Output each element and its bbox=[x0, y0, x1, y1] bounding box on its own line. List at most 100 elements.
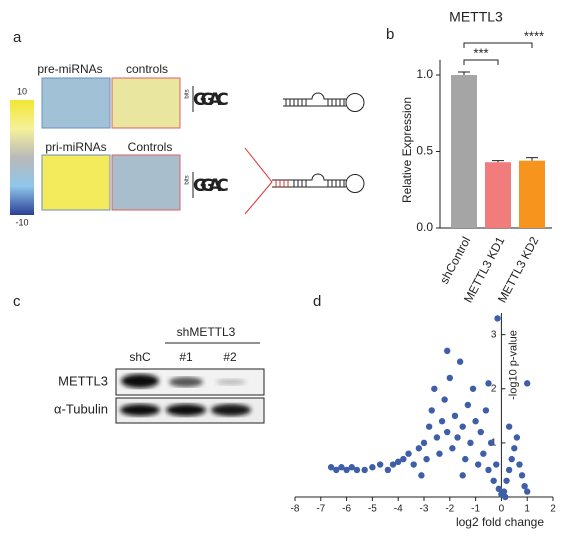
point bbox=[500, 488, 508, 495]
x-tick-label: 0 bbox=[499, 504, 505, 515]
logo-letter: A bbox=[208, 176, 222, 196]
significance-label: *** bbox=[473, 45, 488, 60]
error-bar bbox=[458, 71, 470, 75]
significance-bracket bbox=[463, 42, 533, 48]
point bbox=[524, 488, 531, 495]
logo-letter: A bbox=[208, 90, 222, 110]
point bbox=[490, 477, 497, 484]
point bbox=[459, 423, 466, 430]
x-axis-label: log2 fold change bbox=[456, 515, 544, 529]
point bbox=[423, 455, 430, 463]
x-tick-label: -7 bbox=[316, 504, 325, 515]
point bbox=[327, 464, 335, 471]
y-tick-label: 3 bbox=[491, 329, 497, 340]
heatmap-cell bbox=[111, 154, 181, 211]
lane-label: #1 bbox=[179, 350, 193, 364]
logo-axis-label: bits bbox=[185, 89, 191, 98]
point bbox=[464, 401, 472, 409]
y-axis-label: Relative Expression bbox=[400, 97, 414, 203]
y-tick-label: 1.0 bbox=[416, 67, 433, 81]
point bbox=[469, 385, 477, 392]
heatmap-cell bbox=[41, 77, 111, 129]
point bbox=[405, 450, 412, 457]
bar bbox=[519, 160, 545, 228]
point bbox=[343, 466, 350, 474]
point bbox=[456, 358, 464, 365]
point bbox=[348, 464, 355, 471]
point bbox=[410, 461, 417, 468]
point bbox=[505, 423, 513, 430]
point bbox=[384, 466, 392, 474]
point bbox=[420, 439, 428, 447]
point bbox=[459, 472, 466, 479]
point bbox=[361, 466, 368, 474]
group-label: shMETTL3 bbox=[177, 325, 236, 339]
chart-title: METTL3 bbox=[449, 9, 503, 25]
logo-letter: G bbox=[201, 176, 215, 196]
point bbox=[441, 396, 448, 403]
y-axis-label: -log10 p-value bbox=[507, 330, 519, 400]
point bbox=[480, 450, 487, 457]
point bbox=[436, 450, 443, 457]
point bbox=[521, 482, 528, 490]
point bbox=[454, 434, 461, 441]
point bbox=[518, 472, 526, 479]
point bbox=[395, 458, 402, 466]
point bbox=[472, 418, 479, 425]
point bbox=[415, 445, 423, 452]
lane-label: #2 bbox=[223, 350, 237, 364]
heatmap-label: pre-miRNAs bbox=[37, 62, 102, 76]
logo-letter: G bbox=[193, 90, 207, 110]
point bbox=[353, 466, 361, 474]
point bbox=[446, 374, 453, 382]
x-tick-label: -1 bbox=[471, 504, 480, 515]
error-bar bbox=[526, 157, 538, 161]
panel-label: d bbox=[313, 293, 321, 310]
point bbox=[482, 407, 490, 414]
colorbar-tick-label: 10 bbox=[17, 86, 27, 96]
point bbox=[433, 434, 441, 441]
hairpin bbox=[244, 147, 365, 215]
x-tick-label: -3 bbox=[420, 504, 429, 515]
point bbox=[494, 315, 501, 322]
bar bbox=[451, 75, 477, 228]
significance-bracket bbox=[463, 59, 499, 65]
panel-label: b bbox=[386, 26, 394, 43]
row-label: METTL3 bbox=[58, 373, 108, 388]
x-tick-label: -4 bbox=[394, 504, 403, 515]
logo-letter: C bbox=[216, 176, 228, 196]
point bbox=[495, 485, 503, 493]
error-bar bbox=[492, 160, 504, 163]
point bbox=[369, 464, 376, 471]
heatmap-label: controls bbox=[126, 62, 168, 76]
western-blot bbox=[115, 368, 265, 424]
lane-label: shC bbox=[129, 350, 151, 364]
point bbox=[376, 461, 384, 468]
point bbox=[508, 455, 515, 463]
point bbox=[462, 455, 469, 463]
point bbox=[493, 461, 500, 468]
x-tick-label: -6 bbox=[342, 504, 351, 515]
y-tick-label: 0.5 bbox=[416, 144, 433, 158]
logo-letter: G bbox=[201, 90, 215, 110]
point bbox=[444, 428, 451, 436]
hairpin bbox=[283, 92, 365, 112]
logo-letter: C bbox=[216, 90, 228, 110]
point bbox=[418, 472, 425, 479]
point bbox=[503, 477, 510, 484]
panel-label: a bbox=[13, 29, 22, 46]
point bbox=[516, 461, 523, 468]
point bbox=[428, 407, 435, 414]
row-label: α-Tubulin bbox=[54, 401, 108, 416]
point bbox=[451, 412, 459, 420]
point bbox=[511, 445, 518, 452]
point bbox=[477, 428, 484, 436]
point bbox=[449, 445, 456, 452]
point bbox=[485, 380, 492, 387]
colorbar bbox=[10, 100, 34, 215]
point bbox=[467, 439, 474, 447]
x-tick-label: 1 bbox=[524, 504, 530, 515]
point bbox=[431, 385, 438, 392]
logo-axis-label: bits bbox=[185, 175, 191, 184]
